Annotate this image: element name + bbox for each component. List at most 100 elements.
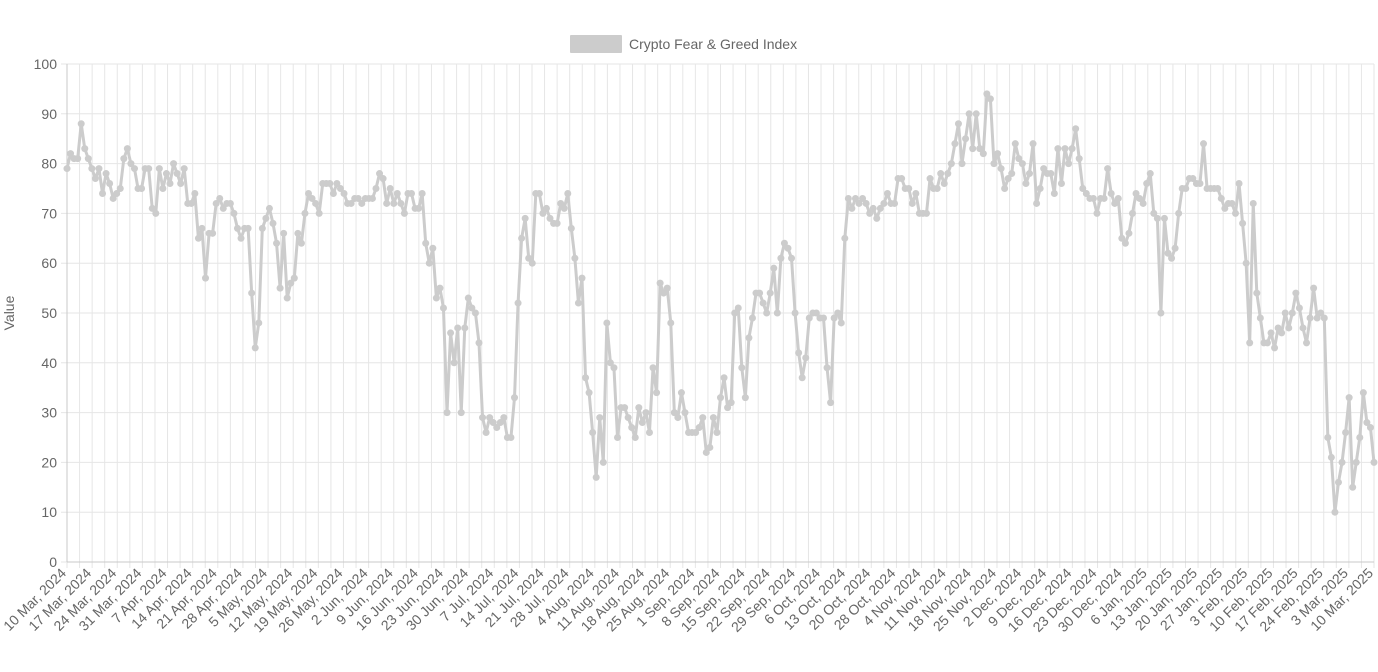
data-point[interactable]: [777, 254, 785, 262]
data-point[interactable]: [1338, 458, 1346, 466]
data-point[interactable]: [1146, 170, 1154, 178]
data-point[interactable]: [500, 414, 508, 422]
data-point[interactable]: [1079, 185, 1087, 192]
data-point[interactable]: [848, 204, 856, 212]
data-point[interactable]: [851, 194, 859, 202]
data-point[interactable]: [731, 309, 739, 317]
data-point[interactable]: [1132, 189, 1140, 197]
data-point[interactable]: [1299, 324, 1307, 332]
data-point[interactable]: [1157, 309, 1165, 317]
data-point[interactable]: [333, 180, 341, 188]
data-point[interactable]: [873, 214, 881, 222]
data-point[interactable]: [738, 364, 746, 372]
data-point[interactable]: [1281, 309, 1289, 317]
data-point[interactable]: [734, 304, 742, 312]
data-point[interactable]: [1363, 419, 1371, 427]
data-point[interactable]: [457, 409, 465, 417]
data-point[interactable]: [727, 399, 735, 407]
data-point[interactable]: [1011, 140, 1019, 148]
data-point[interactable]: [194, 234, 202, 242]
data-point[interactable]: [1352, 458, 1360, 466]
data-point[interactable]: [773, 309, 781, 317]
data-point[interactable]: [475, 339, 483, 347]
data-point[interactable]: [1366, 424, 1374, 432]
data-point[interactable]: [1313, 314, 1321, 322]
data-point[interactable]: [788, 254, 796, 262]
data-point[interactable]: [198, 224, 206, 232]
data-point[interactable]: [479, 414, 487, 422]
data-point[interactable]: [493, 424, 501, 432]
data-point[interactable]: [1008, 170, 1016, 178]
data-point[interactable]: [1249, 199, 1257, 207]
data-point[interactable]: [390, 199, 398, 207]
data-point[interactable]: [638, 419, 646, 427]
data-point[interactable]: [1143, 180, 1151, 188]
data-point[interactable]: [610, 364, 618, 372]
data-point[interactable]: [983, 90, 991, 98]
data-point[interactable]: [329, 189, 337, 197]
data-point[interactable]: [1164, 249, 1172, 257]
data-point[interactable]: [1111, 199, 1119, 207]
data-point[interactable]: [312, 199, 320, 207]
data-point[interactable]: [1128, 209, 1136, 217]
data-point[interactable]: [283, 294, 291, 302]
data-point[interactable]: [415, 204, 423, 212]
data-point[interactable]: [699, 414, 707, 422]
data-point[interactable]: [1331, 508, 1339, 516]
data-point[interactable]: [219, 204, 227, 212]
data-point[interactable]: [106, 180, 114, 188]
data-point[interactable]: [969, 145, 977, 153]
data-point[interactable]: [717, 394, 724, 402]
data-point[interactable]: [514, 299, 522, 307]
data-point[interactable]: [233, 224, 241, 232]
data-point[interactable]: [770, 264, 778, 272]
data-point[interactable]: [372, 185, 380, 192]
data-point[interactable]: [592, 473, 600, 481]
data-point[interactable]: [74, 155, 82, 163]
data-point[interactable]: [1050, 189, 1058, 197]
data-point[interactable]: [564, 189, 572, 197]
data-point[interactable]: [1303, 339, 1311, 347]
data-point[interactable]: [596, 414, 604, 422]
data-point[interactable]: [891, 199, 899, 207]
data-point[interactable]: [667, 319, 675, 327]
data-point[interactable]: [862, 199, 870, 207]
data-point[interactable]: [1001, 185, 1009, 192]
data-point[interactable]: [1256, 314, 1264, 322]
data-point[interactable]: [798, 374, 806, 382]
data-point[interactable]: [1310, 284, 1318, 292]
data-point[interactable]: [631, 434, 639, 441]
data-point[interactable]: [855, 199, 863, 207]
data-point[interactable]: [645, 429, 653, 437]
data-point[interactable]: [1093, 209, 1101, 217]
data-point[interactable]: [1182, 185, 1190, 192]
data-point[interactable]: [443, 409, 451, 417]
data-point[interactable]: [123, 145, 131, 153]
data-point[interactable]: [720, 374, 728, 382]
data-point[interactable]: [1160, 214, 1168, 222]
data-point[interactable]: [674, 414, 682, 422]
data-point[interactable]: [1359, 389, 1367, 397]
data-point[interactable]: [908, 199, 916, 207]
data-point[interactable]: [237, 234, 245, 242]
data-point[interactable]: [99, 189, 107, 197]
data-point[interactable]: [1292, 289, 1300, 297]
data-point[interactable]: [937, 170, 945, 178]
data-point[interactable]: [248, 289, 256, 297]
data-point[interactable]: [1047, 170, 1055, 178]
data-point[interactable]: [926, 175, 934, 183]
data-point[interactable]: [1317, 309, 1325, 317]
data-point[interactable]: [1239, 219, 1247, 227]
data-point[interactable]: [471, 309, 479, 317]
data-point[interactable]: [820, 314, 827, 322]
data-point[interactable]: [827, 399, 835, 407]
data-point[interactable]: [439, 304, 447, 312]
data-point[interactable]: [383, 199, 391, 207]
data-point[interactable]: [425, 259, 433, 267]
data-point[interactable]: [866, 209, 874, 217]
data-point[interactable]: [1168, 254, 1176, 262]
data-point[interactable]: [116, 185, 124, 192]
data-point[interactable]: [1118, 234, 1126, 242]
data-point[interactable]: [287, 279, 295, 287]
data-point[interactable]: [1114, 194, 1122, 202]
